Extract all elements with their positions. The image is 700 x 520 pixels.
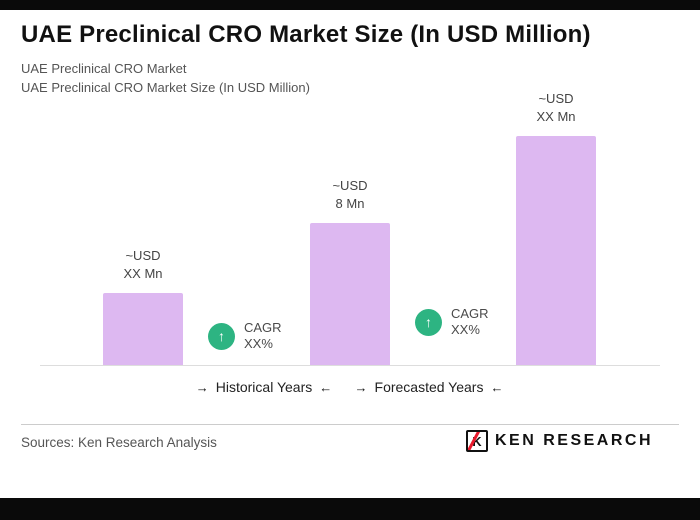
- top-black-band: [0, 0, 700, 10]
- bar: [103, 293, 183, 365]
- subtitle-market-size: UAE Preclinical CRO Market Size (In USD …: [21, 80, 310, 95]
- bar-value-line1: ~USD: [332, 178, 368, 194]
- cagr-label: CAGR: [451, 306, 489, 321]
- left-arrow-icon: ←: [319, 379, 333, 395]
- axis-group-label: Historical Years: [215, 379, 313, 395]
- bar-group-2: ~USD 8 Mn: [310, 177, 390, 365]
- axis-group-1: → Historical Years ←: [196, 379, 333, 395]
- axis-group-2: → Forecasted Years ←: [355, 379, 504, 395]
- bar-value-line1: ~USD: [538, 91, 574, 107]
- subtitle-market: UAE Preclinical CRO Market: [21, 61, 187, 76]
- chart-baseline: [40, 365, 660, 366]
- bar-value-line2: XX Mn: [536, 109, 576, 125]
- growth-up-arrow-icon: ↑: [208, 322, 235, 350]
- bar: [516, 136, 596, 365]
- left-arrow-icon: ←: [490, 379, 504, 395]
- right-arrow-icon: →: [195, 379, 209, 395]
- cagr-label: CAGR: [244, 320, 282, 335]
- bar: [310, 223, 390, 365]
- sources-text: Sources: Ken Research Analysis: [21, 435, 217, 450]
- cagr-value: XX%: [451, 322, 480, 338]
- bottom-black-band: [0, 498, 700, 520]
- bar-group-3: ~USD XX Mn: [516, 90, 596, 365]
- ken-research-wordmark: KEN RESEARCH: [494, 432, 653, 449]
- right-arrow-icon: →: [354, 379, 368, 395]
- ken-research-logo-icon: K: [465, 430, 488, 452]
- bar-value-line1: ~USD: [125, 248, 161, 264]
- axis-group-label: Forecasted Years: [374, 379, 484, 395]
- page-title: UAE Preclinical CRO Market Size (In USD …: [21, 21, 591, 48]
- bar-group-1: ~USD XX Mn: [103, 247, 183, 365]
- footer-divider: [21, 424, 679, 425]
- growth-up-arrow-icon: ↑: [415, 308, 442, 336]
- bar-value-line2: 8 Mn: [335, 196, 365, 212]
- bar-chart: ~USD XX Mn ~USD 8 Mn ~USD XX Mn ↑ CAGR XX% ↑ CAGR X…: [0, 90, 700, 410]
- logo-mark-letter: K: [472, 433, 482, 449]
- cagr-text: CAGR XX%: [451, 306, 489, 338]
- bar-value-line2: XX Mn: [123, 266, 163, 282]
- bar-value-label: ~USD XX Mn: [123, 247, 162, 283]
- bar-value-label: ~USD 8 Mn: [332, 177, 367, 213]
- cagr-badge-2: ↑ CAGR XX%: [415, 306, 489, 338]
- bar-value-label: ~USD XX Mn: [536, 90, 575, 126]
- cagr-badge-1: ↑ CAGR XX%: [208, 320, 282, 352]
- ken-research-logo: K KEN RESEARCH: [465, 430, 653, 452]
- cagr-text: CAGR XX%: [244, 320, 282, 352]
- cagr-value: XX%: [244, 336, 273, 352]
